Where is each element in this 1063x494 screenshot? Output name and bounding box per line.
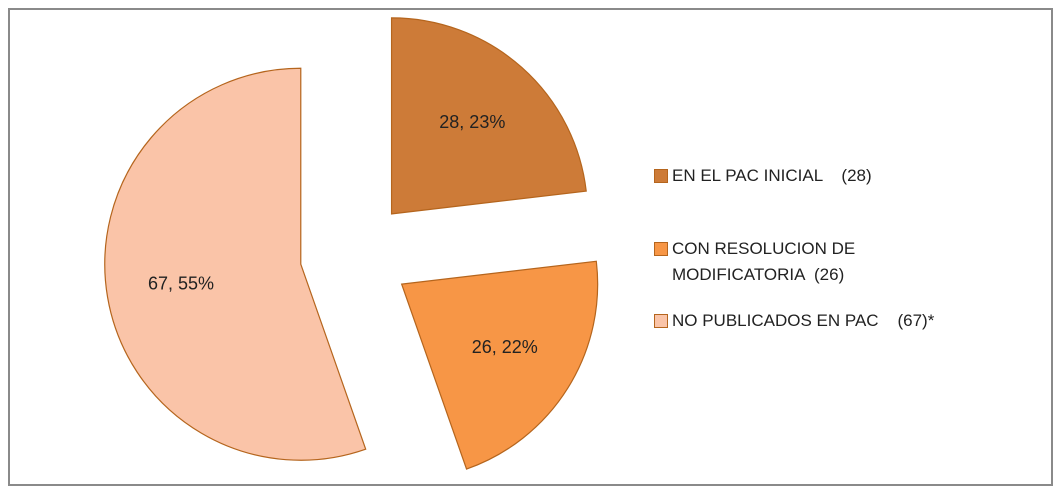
legend-item: EN EL PAC INICIAL (28) bbox=[654, 163, 947, 189]
pie-slice bbox=[104, 67, 367, 461]
pie-slice bbox=[390, 17, 587, 215]
data-label: 67, 55% bbox=[148, 273, 214, 293]
legend-swatch bbox=[654, 169, 668, 183]
data-label: 26, 22% bbox=[472, 337, 538, 357]
legend-item: NO PUBLICADOS EN PAC (67)* bbox=[654, 308, 947, 334]
legend-label: NO PUBLICADOS EN PAC (67)* bbox=[672, 311, 935, 330]
chart-frame bbox=[8, 8, 1053, 486]
pie-slice bbox=[400, 260, 599, 470]
legend-item: CON RESOLUCION DE MODIFICATORIA (26) bbox=[654, 236, 947, 288]
legend-label: CON RESOLUCION DE MODIFICATORIA (26) bbox=[672, 239, 860, 284]
legend-swatch bbox=[654, 242, 668, 256]
legend-label: EN EL PAC INICIAL (28) bbox=[672, 166, 872, 185]
data-label: 28, 23% bbox=[439, 112, 505, 132]
legend-swatch bbox=[654, 314, 668, 328]
